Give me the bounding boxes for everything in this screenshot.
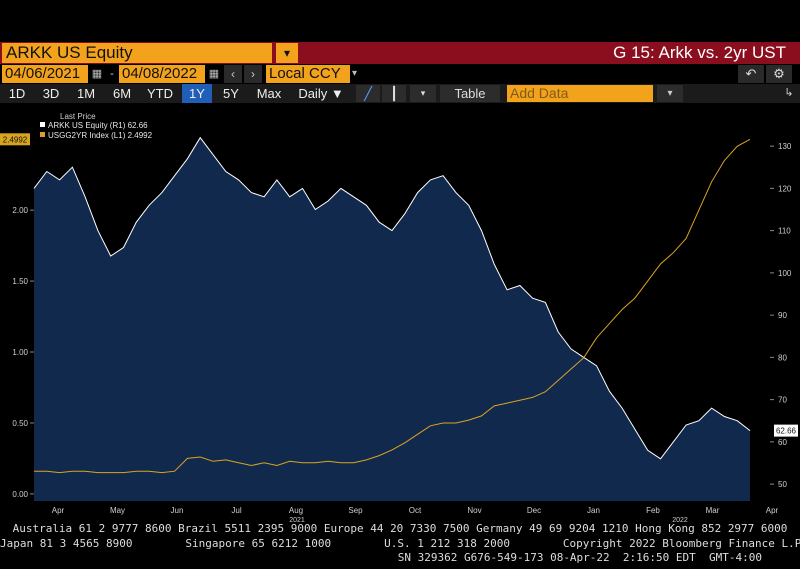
x-axis-tick-label: Jun bbox=[171, 506, 184, 515]
equity-area-layer bbox=[34, 137, 750, 501]
chart-title: G 15: Arkk vs. 2yr UST bbox=[613, 43, 786, 62]
range-button-1y[interactable]: 1Y bbox=[182, 84, 212, 103]
right-axis-tick-label: 90 bbox=[778, 311, 787, 320]
x-axis-tick-label: Jan bbox=[587, 506, 600, 515]
footer-session-info: SN 329362 G676-549-173 08-Apr-22 2:16:50… bbox=[397, 551, 762, 564]
line-chart-icon[interactable]: ╱ bbox=[356, 85, 380, 102]
axes-layer: 0.00 0.50 1.00 1.50 2.00 50 60 70 80 90 100 110 120 1… bbox=[0, 133, 798, 523]
range-button-5y[interactable]: 5Y bbox=[223, 86, 239, 101]
range-button-1m[interactable]: 1M bbox=[76, 86, 96, 101]
chevron-down-icon[interactable]: ▾ bbox=[352, 68, 358, 79]
range-button-ytd[interactable]: YTD bbox=[147, 86, 173, 101]
chevron-right-icon[interactable]: › bbox=[244, 65, 262, 83]
legend-swatch-equity bbox=[40, 122, 45, 127]
add-data-input[interactable]: Add Data bbox=[507, 85, 653, 102]
equity-series-line bbox=[33, 136, 751, 460]
x-axis-tick-label: May bbox=[110, 506, 125, 515]
calendar-icon[interactable]: ▦ bbox=[91, 68, 103, 80]
chevron-down-icon[interactable]: ▾ bbox=[657, 85, 683, 102]
legend-swatch-yield bbox=[40, 132, 45, 137]
equity-area-fill bbox=[34, 137, 750, 501]
x-axis-tick-label: Jul bbox=[231, 506, 241, 515]
footer-contacts-line2: Japan 81 3 4565 8900 Singapore 65 6212 1… bbox=[0, 537, 800, 550]
end-date-field[interactable]: 04/08/2022 bbox=[119, 65, 205, 83]
footer-contacts-line1: Australia 61 2 9777 8600 Brazil 5511 239… bbox=[12, 522, 788, 535]
range-button-1d[interactable]: 1D bbox=[8, 86, 26, 101]
undo-icon[interactable]: ↶ bbox=[738, 65, 764, 83]
legend-item-yield: USGG2YR Index (L1) 2.4992 bbox=[48, 131, 153, 140]
range-button-6m[interactable]: 6M bbox=[112, 86, 132, 101]
right-axis-tick-label: 80 bbox=[778, 353, 787, 362]
last-value-badge-right bbox=[774, 424, 798, 437]
filter-dropdown-icon[interactable]: ▾ bbox=[276, 43, 298, 63]
x-axis-tick-label: Feb bbox=[646, 506, 660, 515]
date-separator: - bbox=[110, 68, 114, 80]
chevron-left-icon[interactable]: ‹ bbox=[224, 65, 242, 83]
range-button-max[interactable]: Max bbox=[256, 86, 282, 101]
left-axis-tick-label: 0.00 bbox=[12, 490, 28, 499]
right-axis-tick-label: 70 bbox=[778, 396, 787, 405]
pin-icon[interactable]: ↳ bbox=[784, 87, 794, 99]
chevron-down-icon[interactable]: ▾ bbox=[410, 85, 436, 102]
left-axis-tick-label: 0.50 bbox=[12, 419, 28, 428]
bar-chart-icon[interactable]: ┃ bbox=[382, 85, 406, 102]
table-button[interactable]: Table bbox=[440, 85, 500, 102]
series-lines-layer bbox=[33, 136, 751, 474]
legend-title: Last Price bbox=[60, 112, 96, 121]
last-value-label-right: 62.66 bbox=[776, 427, 797, 436]
x-axis-tick-label: Oct bbox=[409, 506, 422, 515]
frequency-select[interactable]: Daily ▼ bbox=[298, 86, 344, 101]
x-axis-year-label: 2022 bbox=[672, 517, 688, 523]
left-axis-tick-label: 2.00 bbox=[12, 206, 28, 215]
x-axis-tick-label: Dec bbox=[527, 506, 541, 515]
security-input[interactable]: ARKK US Equity bbox=[2, 43, 272, 63]
x-axis-tick-label: Sep bbox=[348, 506, 363, 515]
start-date-field[interactable]: 04/06/2021 bbox=[2, 65, 88, 83]
x-axis-tick-label: Nov bbox=[467, 506, 481, 515]
last-value-label-left: 2.4992 bbox=[3, 135, 28, 144]
x-axis-year-label: 2021 bbox=[289, 517, 305, 523]
calendar-icon[interactable]: ▦ bbox=[208, 68, 220, 80]
x-axis-tick-label: Aug bbox=[289, 506, 303, 515]
yield-series-line bbox=[34, 138, 751, 474]
last-value-badge-left bbox=[0, 133, 30, 146]
range-button-3d[interactable]: 3D bbox=[42, 86, 60, 101]
price-chart[interactable]: 0.00 0.50 1.00 1.50 2.00 50 60 70 80 90 100 110 120 1… bbox=[0, 103, 800, 523]
right-axis-tick-label: 100 bbox=[778, 269, 792, 278]
right-axis-tick-label: 110 bbox=[778, 227, 791, 236]
x-axis-tick-label: Apr bbox=[52, 506, 65, 515]
gear-icon[interactable]: ⚙ bbox=[766, 65, 792, 83]
chart-legend: Last Price ARKK US Equity (R1) 62.66 USG… bbox=[40, 112, 153, 140]
right-axis-tick-label: 60 bbox=[778, 438, 787, 447]
legend-item-equity: ARKK US Equity (R1) 62.66 bbox=[48, 121, 148, 130]
left-axis-tick-label: 1.50 bbox=[12, 277, 28, 286]
currency-select[interactable]: Local CCY bbox=[266, 65, 350, 83]
right-axis-tick-label: 50 bbox=[778, 480, 787, 489]
left-axis-tick-label: 1.00 bbox=[12, 348, 28, 357]
right-axis-tick-label: 120 bbox=[778, 184, 792, 193]
x-axis-tick-label: Mar bbox=[706, 506, 720, 515]
x-axis-tick-label: Apr bbox=[766, 506, 779, 515]
right-axis-tick-label: 130 bbox=[778, 142, 792, 151]
